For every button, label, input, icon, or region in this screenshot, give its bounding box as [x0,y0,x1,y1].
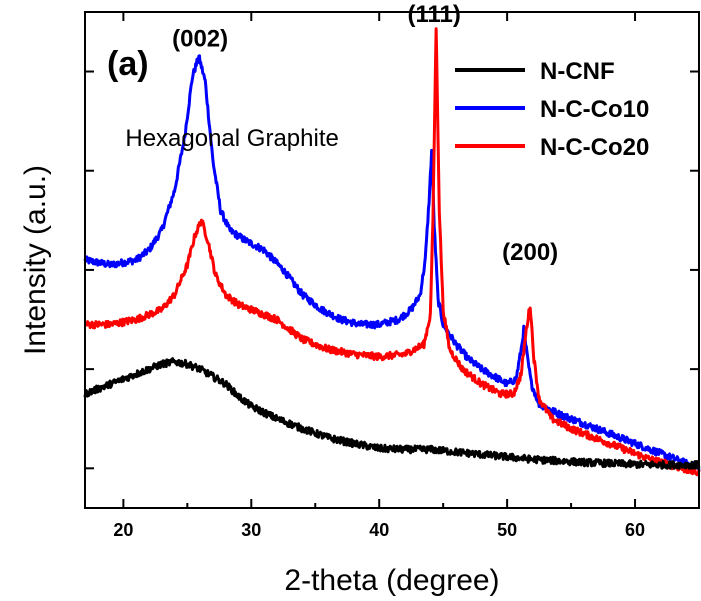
series-line-n-c-co10 [83,54,701,472]
legend-label: N-C-Co20 [540,134,649,161]
ticks-layer: 20 30 40 50 60 [85,12,699,540]
legend-label: N-C-Co10 [540,96,649,123]
x-tick-label: 30 [241,520,261,540]
peak-label: (002) [172,26,228,53]
legend-label: N-CNF [540,58,615,85]
peak-label: (111) [408,1,461,28]
annotations-layer: (002) (111) (200) Hexagonal Graphite [125,1,558,266]
x-tick-label: 50 [497,520,517,540]
y-axis-label: Intensity (a.u.) [19,165,52,355]
legend: N-CNF N-C-Co10 N-C-Co20 [455,58,649,161]
x-tick-label: 60 [625,520,645,540]
labels-layer: (a) 2-theta (degree) Intensity (a.u.) [19,45,500,597]
series-layer [83,27,701,477]
panel-label: (a) [107,45,149,83]
plot-frame [84,11,700,509]
x-axis-label: 2-theta (degree) [284,564,499,597]
x-tick-label: 40 [369,520,389,540]
peak-label: (200) [502,239,558,266]
series-line-n-c-co20 [84,27,701,477]
x-tick-label: 20 [113,520,133,540]
series-line-n-cnf [83,357,701,470]
phase-annotation: Hexagonal Graphite [125,125,338,152]
